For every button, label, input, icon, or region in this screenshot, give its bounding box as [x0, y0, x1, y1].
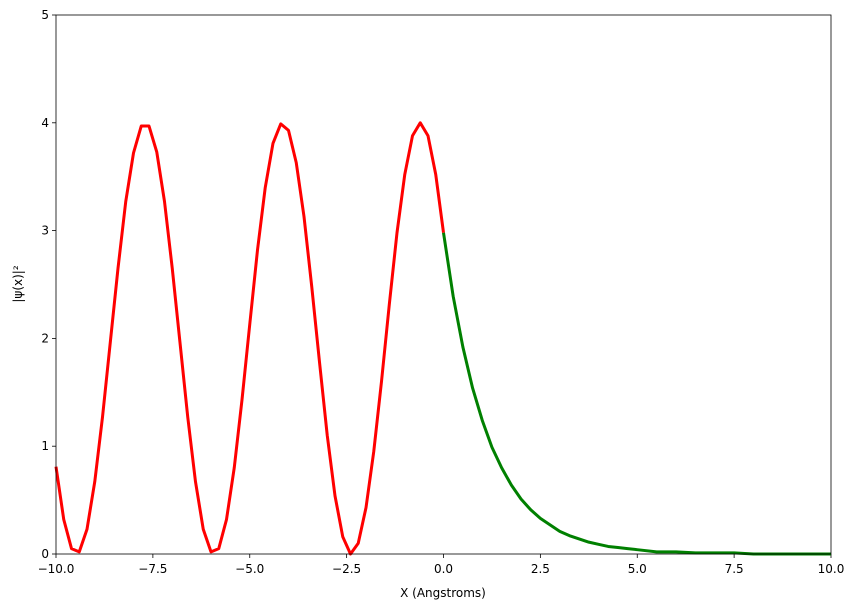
plot-frame — [55, 14, 832, 555]
y-tick-label: 3 — [41, 224, 49, 238]
y-tick-label: 4 — [41, 116, 49, 130]
x-tick-label: −7.5 — [138, 562, 167, 576]
x-tick-label: 5.0 — [628, 562, 647, 576]
y-tick-label: 5 — [41, 8, 49, 22]
line — [442, 232, 831, 556]
x-tick-label: −10.0 — [38, 562, 75, 576]
y-tick-label: 1 — [41, 439, 49, 453]
y-axis-label: |ψ(x)|² — [11, 265, 25, 302]
x-tick-label: 7.5 — [725, 562, 744, 576]
x-axis-label: X (Angstroms) — [400, 586, 486, 600]
x-tick-label: 2.5 — [531, 562, 550, 576]
x-tick-label: −2.5 — [332, 562, 361, 576]
x-tick-label: −5.0 — [235, 562, 264, 576]
x-tick-label: 10.0 — [818, 562, 845, 576]
x-tick-label: 0.0 — [434, 562, 453, 576]
line — [54, 121, 445, 556]
y-tick-label: 2 — [41, 331, 49, 345]
y-tick-label: 0 — [41, 547, 49, 561]
